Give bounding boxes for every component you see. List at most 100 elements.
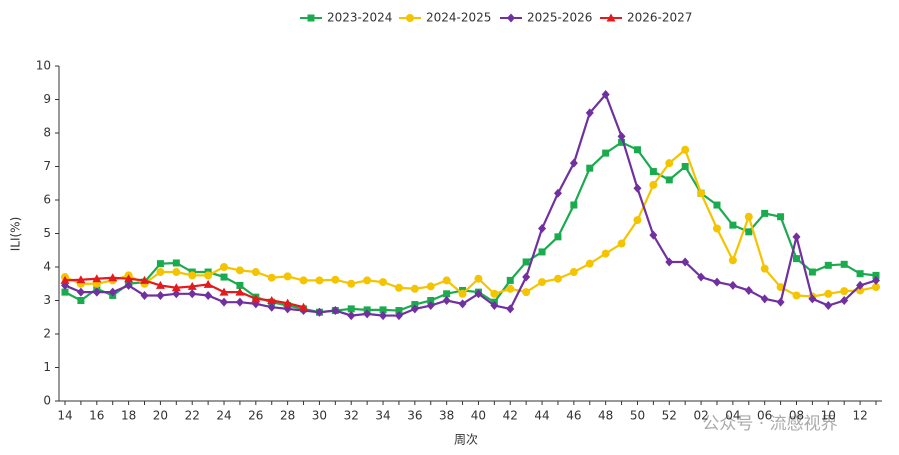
data-point xyxy=(347,279,356,288)
x-tick-label: 38 xyxy=(439,409,454,423)
data-point xyxy=(172,268,181,277)
x-tick-label: 12 xyxy=(852,409,867,423)
data-point xyxy=(760,264,769,273)
data-point xyxy=(315,276,324,285)
data-point xyxy=(458,289,467,298)
data-point xyxy=(410,284,419,293)
data-point xyxy=(856,270,864,278)
data-point xyxy=(220,297,229,307)
data-point xyxy=(363,309,372,319)
data-point xyxy=(283,298,293,307)
data-point xyxy=(633,183,642,193)
legend-marker xyxy=(507,13,515,23)
data-point xyxy=(188,289,197,299)
data-point xyxy=(681,257,690,267)
data-point xyxy=(299,302,309,311)
data-point xyxy=(522,272,531,282)
x-tick-label: 34 xyxy=(375,409,390,423)
data-point xyxy=(506,304,515,314)
data-point xyxy=(347,305,355,313)
data-point xyxy=(601,89,610,99)
data-point xyxy=(155,280,165,289)
data-point xyxy=(824,301,833,311)
data-point xyxy=(236,281,244,289)
data-point xyxy=(840,260,848,268)
data-point xyxy=(713,201,721,209)
data-point xyxy=(761,209,769,217)
y-tick-label: 4 xyxy=(43,260,51,274)
data-point xyxy=(124,274,134,283)
data-point xyxy=(235,287,245,296)
data-point xyxy=(156,268,165,277)
data-point xyxy=(187,281,197,290)
x-tick-label: 10 xyxy=(821,409,836,423)
x-tick-label: 14 xyxy=(57,409,72,423)
x-tick-label: 04 xyxy=(725,409,740,423)
data-point xyxy=(602,149,610,157)
data-point xyxy=(633,216,642,225)
data-point xyxy=(251,268,260,277)
data-point xyxy=(649,180,658,189)
data-point xyxy=(299,276,308,285)
data-point xyxy=(267,302,276,312)
data-point xyxy=(569,158,578,168)
data-point xyxy=(712,224,721,233)
data-point xyxy=(697,189,706,198)
data-point xyxy=(681,145,690,154)
data-point xyxy=(728,256,737,265)
y-tick-label: 2 xyxy=(43,327,51,341)
data-point xyxy=(697,272,706,282)
data-point xyxy=(649,168,657,176)
legend-marker xyxy=(606,13,616,22)
data-point xyxy=(394,311,403,321)
x-tick-label: 46 xyxy=(566,409,581,423)
data-point xyxy=(776,283,785,292)
data-point xyxy=(76,287,85,297)
x-tick-label: 22 xyxy=(185,409,200,423)
data-point xyxy=(140,290,149,300)
x-tick-label: 44 xyxy=(534,409,549,423)
y-tick-label: 10 xyxy=(36,59,51,73)
data-point xyxy=(442,276,451,285)
x-tick-label: 26 xyxy=(248,409,263,423)
data-point xyxy=(728,280,737,290)
data-point xyxy=(538,278,547,287)
legend-marker xyxy=(406,14,414,22)
data-point xyxy=(426,282,435,291)
y-tick-label: 6 xyxy=(43,193,51,207)
data-point xyxy=(681,163,689,170)
x-tick-label: 28 xyxy=(280,409,295,423)
data-point xyxy=(570,201,578,209)
data-point xyxy=(712,277,721,287)
data-point xyxy=(744,212,753,221)
data-point xyxy=(617,239,626,248)
data-point xyxy=(522,288,531,297)
data-point xyxy=(235,297,244,307)
data-point xyxy=(840,296,849,305)
legend-label: 2025-2026 xyxy=(527,11,592,25)
x-tick-label: 32 xyxy=(344,409,359,423)
data-point xyxy=(458,299,467,309)
y-tick-label: 8 xyxy=(43,126,51,140)
data-point xyxy=(251,294,261,303)
series-line xyxy=(64,92,877,317)
data-point xyxy=(394,283,403,292)
series-line xyxy=(64,147,877,298)
data-point xyxy=(665,176,673,184)
data-point xyxy=(808,268,816,276)
data-point xyxy=(792,291,801,300)
data-point xyxy=(474,274,483,283)
data-point xyxy=(633,146,641,154)
data-point xyxy=(745,228,753,236)
y-axis-label: ILI(%) xyxy=(9,217,23,252)
x-tick-label: 48 xyxy=(598,409,613,423)
watermark: 公众号 · 流感视界 xyxy=(702,414,837,434)
y-tick-label: 0 xyxy=(43,394,51,408)
data-point xyxy=(108,273,118,282)
data-point xyxy=(538,223,547,233)
data-point xyxy=(108,287,117,297)
data-point xyxy=(553,274,562,283)
data-point xyxy=(490,301,499,311)
data-point xyxy=(283,272,292,281)
